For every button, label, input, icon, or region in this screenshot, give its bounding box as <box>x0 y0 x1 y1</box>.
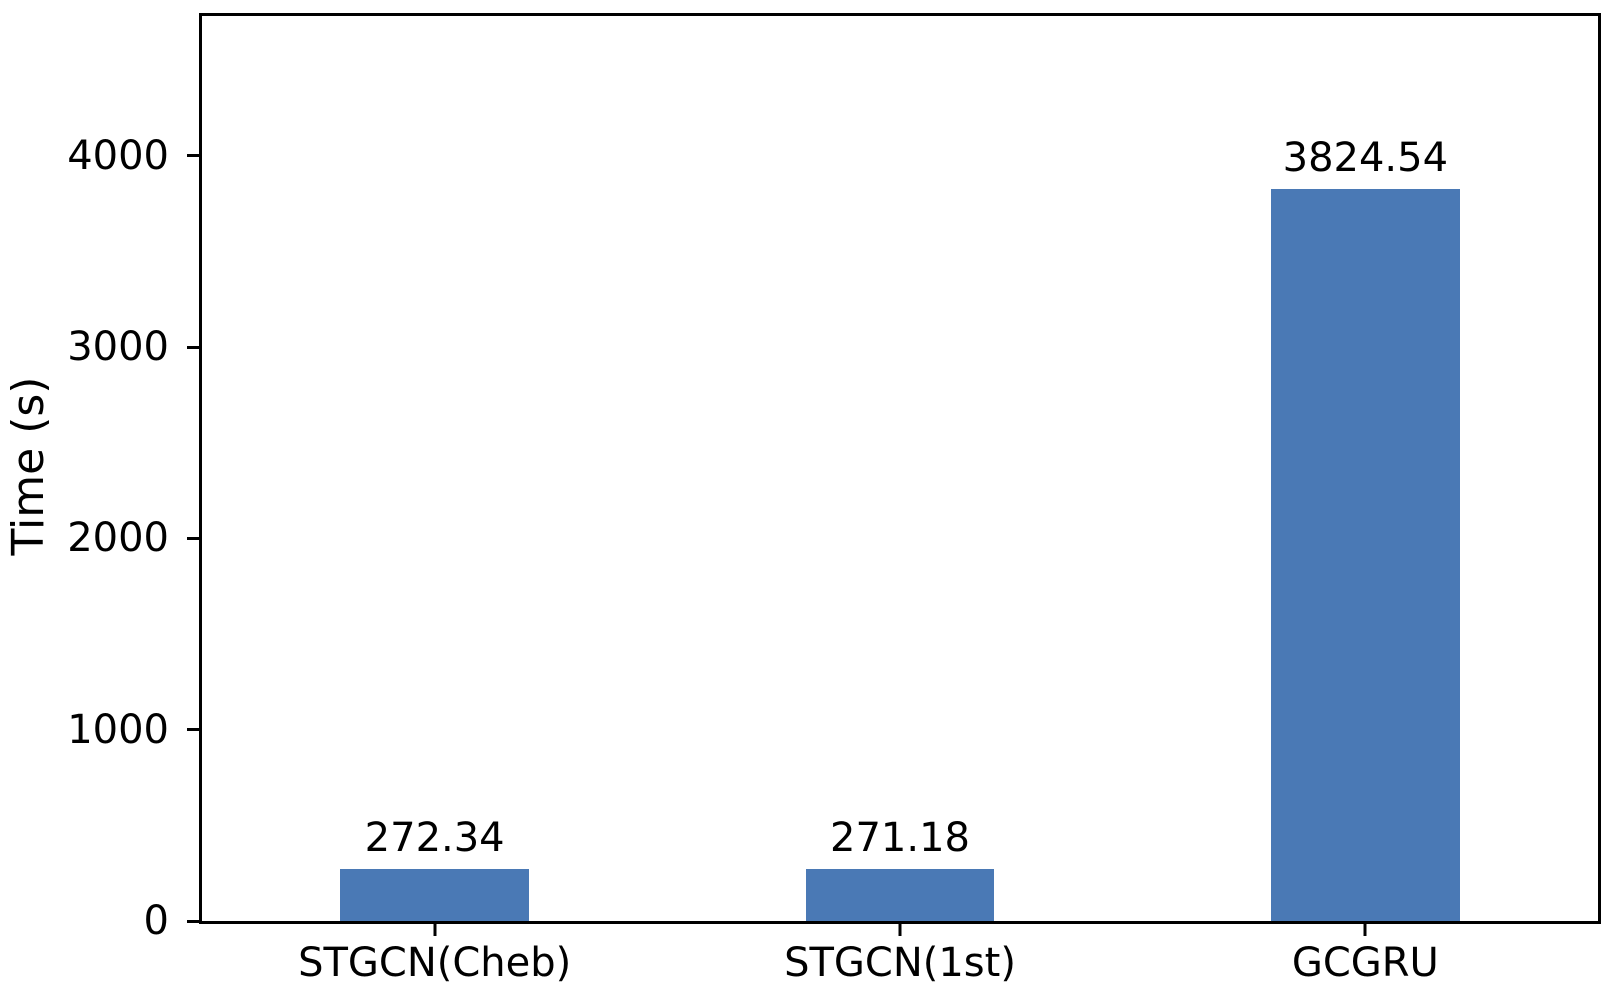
y-tick-label: 2000 <box>67 515 169 562</box>
bar-STGCN(1st) <box>805 869 995 921</box>
y-tick-mark <box>187 154 199 158</box>
y-tick-label: 3000 <box>67 324 169 370</box>
x-tick-label: STGCN(Cheb) <box>298 940 572 986</box>
x-tick-mark <box>1363 924 1367 936</box>
x-tick-mark <box>898 924 902 936</box>
x-tick-label: STGCN(1st) <box>784 940 1016 986</box>
x-tick-label: GCGRU <box>1291 940 1439 986</box>
bar-GCGRU <box>1271 189 1460 921</box>
bar-value-label: 271.18 <box>830 815 970 862</box>
bar-value-label: 272.34 <box>364 814 505 861</box>
y-tick-mark <box>187 728 199 732</box>
x-tick-mark <box>433 924 437 936</box>
y-tick-label: 0 <box>143 898 169 944</box>
bar-STGCN(Cheb) <box>340 868 529 921</box>
bar-value-label: 3824.54 <box>1282 135 1449 182</box>
y-axis-label: Time (s) <box>3 376 54 556</box>
y-tick-mark <box>187 919 199 923</box>
y-tick-mark <box>187 536 199 540</box>
y-tick-mark <box>187 345 199 349</box>
plot-area: 272.34 STGCN(Cheb) 271.18 STGCN(1st) 3824.54… <box>67 13 1601 983</box>
y-tick-label: 4000 <box>67 132 169 179</box>
y-tick-label: 1000 <box>67 706 169 753</box>
